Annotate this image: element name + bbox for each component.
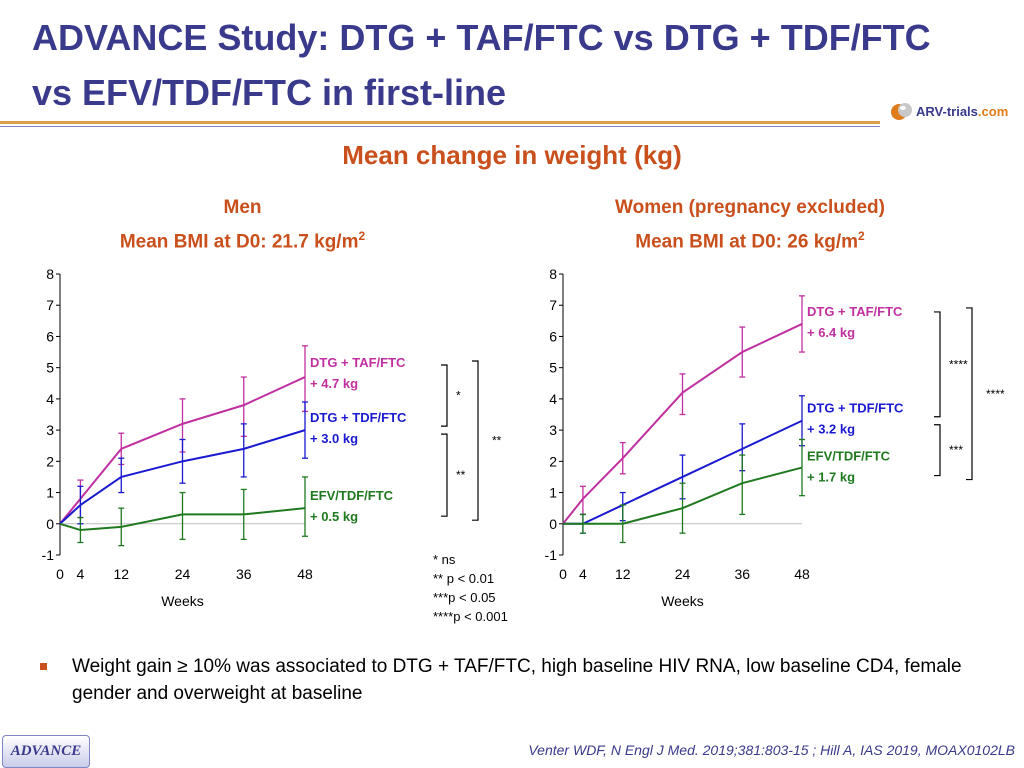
men-x-tick-label: 4 <box>77 566 85 582</box>
women-y-tick-label: 0 <box>549 516 557 532</box>
women-y-tick-label: 1 <box>549 485 557 501</box>
women-y-tick-label: 6 <box>549 328 557 344</box>
men-y-tick-label: 2 <box>46 453 54 469</box>
men-series-label-1-value: + 3.0 kg <box>310 431 358 446</box>
women-panel-title: Women (pregnancy excluded) <box>615 197 885 218</box>
women-bracket-upper-label: **** <box>949 357 968 371</box>
women-y-tick-label: 8 <box>549 266 557 282</box>
women-y-tick-label: 3 <box>549 422 557 438</box>
men-series-label-2-name: EFV/TDF/FTC <box>310 488 394 503</box>
women-x-tick-label: 4 <box>579 566 587 582</box>
men-panel-heading: Men Mean BMI at D0: 21.7 kg/m2 <box>60 193 425 256</box>
men-series-label-0-value: + 4.7 kg <box>310 376 358 391</box>
men-x-tick-label: 12 <box>113 566 129 582</box>
citation: Venter WDF, N Engl J Med. 2019;381:803-1… <box>528 742 1015 758</box>
significance-legend-line: ***p < 0.05 <box>433 590 496 605</box>
significance-legend-line: ****p < 0.001 <box>433 609 508 624</box>
men-bracket-upper-label: * <box>456 389 461 403</box>
logo-drop-icon <box>891 103 912 120</box>
women-y-tick-label: -1 <box>545 547 558 563</box>
women-bracket-lower-label: *** <box>949 443 963 457</box>
men-bmi-exponent: 2 <box>358 229 366 243</box>
men-bracket-upper <box>441 364 448 427</box>
logo-text-trials: trials <box>946 104 978 119</box>
women-series-label-0-value: + 6.4 kg <box>807 325 855 340</box>
men-y-tick-label: 5 <box>46 360 54 376</box>
men-bracket-lower-label: ** <box>456 468 466 482</box>
study-badge: ADVANCE <box>2 735 90 768</box>
men-series-0-line <box>59 376 306 525</box>
women-x-tick-label: 0 <box>559 566 567 582</box>
women-bracket-upper <box>934 311 941 418</box>
men-bracket-lower <box>441 433 448 517</box>
women-series-2-line <box>563 466 803 525</box>
women-y-tick-label: 2 <box>549 453 557 469</box>
men-bracket-outer <box>472 360 479 521</box>
logo-text-com: .com <box>977 104 1009 119</box>
arv-trials-logo: ARV-trials.com <box>890 100 1022 128</box>
women-bracket-outer-label: **** <box>986 387 1005 401</box>
bullet-square-icon <box>40 663 47 670</box>
women-x-tick-label: 24 <box>675 566 691 582</box>
men-x-tick-label: 48 <box>297 566 313 582</box>
chart-subtitle: Mean change in weight (kg) <box>342 140 682 170</box>
men-x-tick-label: 36 <box>236 566 252 582</box>
men-y-tick-label: 3 <box>46 422 54 438</box>
women-y-tick-label: 7 <box>549 297 557 313</box>
women-x-axis-label: Weeks <box>661 593 704 609</box>
slide-title-line-1: ADVANCE Study: DTG + TAF/FTC vs DTG + TD… <box>32 17 931 58</box>
women-series-label-2-value: + 1.7 kg <box>807 470 855 485</box>
women-series-0-line <box>562 323 803 525</box>
title-rule-gold <box>0 121 880 124</box>
women-series-label-0-name: DTG + TAF/FTC <box>807 304 903 319</box>
men-bmi-text: Mean BMI at D0: 21.7 kg/m <box>119 231 359 253</box>
men-y-tick-label: -1 <box>42 547 55 563</box>
men-y-tick-label: 6 <box>46 328 54 344</box>
women-bmi-exponent: 2 <box>858 229 865 243</box>
women-x-tick-label: 12 <box>615 566 631 582</box>
logo-text: ARV-trials.com <box>916 104 1008 119</box>
women-series-label-2-name: EFV/TDF/FTC <box>807 449 891 464</box>
women-y-tick-label: 5 <box>549 360 557 376</box>
women-panel-heading: Women (pregnancy excluded) Mean BMI at D… <box>565 193 935 256</box>
men-series-2-line <box>59 507 306 532</box>
women-x-tick-label: 36 <box>734 566 750 582</box>
women-y-tick-label: 4 <box>549 391 557 407</box>
men-bracket-outer-label: ** <box>492 434 502 448</box>
significance-legend-line: * ns <box>433 552 456 567</box>
men-series-label-2-value: + 0.5 kg <box>310 509 358 524</box>
slide-title: ADVANCE Study: DTG + TAF/FTC vs DTG + TD… <box>32 10 992 120</box>
title-rule-blue <box>0 126 880 127</box>
women-series-label-1-value: + 3.2 kg <box>807 422 855 437</box>
men-panel-bmi: Mean BMI at D0: 21.7 kg/m2 <box>60 222 425 256</box>
women-bmi-text: Mean BMI at D0: 26 kg/m <box>635 231 859 253</box>
men-series-label-1-name: DTG + TDF/FTC <box>310 410 407 425</box>
men-x-tick-label: 24 <box>175 566 191 582</box>
women-bracket-outer <box>966 307 973 481</box>
men-series-1-line <box>59 429 306 525</box>
women-panel-bmi: Mean BMI at D0: 26 kg/m2 <box>565 222 935 256</box>
men-panel-title: Men <box>223 197 262 218</box>
men-y-tick-label: 1 <box>46 485 54 501</box>
men-y-tick-label: 7 <box>46 297 54 313</box>
women-x-tick-label: 48 <box>794 566 810 582</box>
men-x-tick-label: 0 <box>56 566 64 582</box>
logo-text-arv: ARV- <box>916 104 947 119</box>
women-bracket-lower <box>934 424 941 477</box>
men-y-tick-label: 0 <box>46 516 54 532</box>
women-series-label-1-name: DTG + TDF/FTC <box>807 401 904 416</box>
men-y-tick-label: 8 <box>46 266 54 282</box>
men-series-label-0-name: DTG + TAF/FTC <box>310 355 406 370</box>
men-y-tick-label: 4 <box>46 391 54 407</box>
significance-legend-line: ** p < 0.01 <box>433 571 494 586</box>
slide-title-line-2: vs EFV/TDF/FTC in first-line <box>32 72 507 113</box>
men-x-axis-label: Weeks <box>161 593 204 609</box>
key-finding-text: Weight gain ≥ 10% was associated to DTG … <box>72 656 962 704</box>
